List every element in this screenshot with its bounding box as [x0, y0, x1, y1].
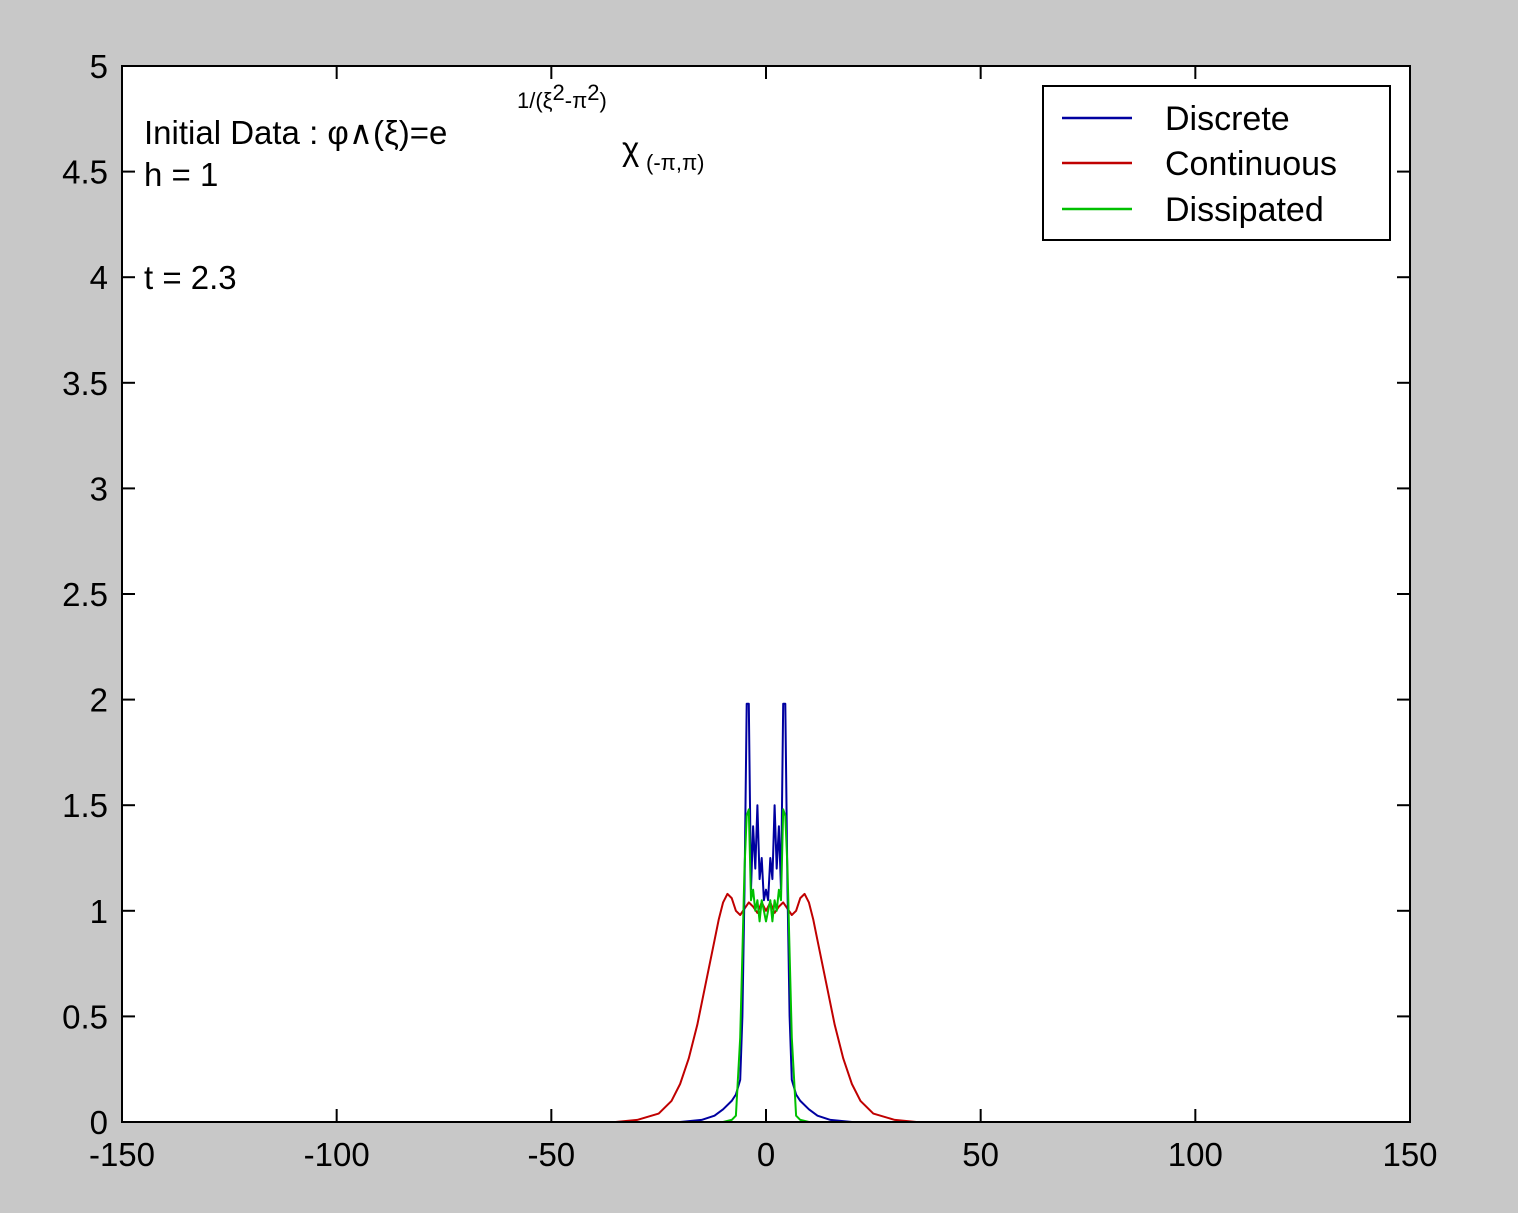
annotation-chi-sub: (-π,π) [646, 150, 704, 175]
annotation-phi: φ∧(ξ)=e [327, 114, 447, 151]
legend-label-dissipated: Dissipated [1165, 191, 1324, 229]
y-tick-label: 5 [90, 48, 108, 85]
axis-ticks: -150 -100 -50 0 50 100 150 0 0.5 1 1.5 2 2.5 3 3.5 4 4.5… [62, 48, 1437, 1173]
x-tick-label: 0 [757, 1136, 775, 1173]
y-tick-label: 0 [90, 1104, 108, 1141]
y-tick-label: 4.5 [62, 154, 108, 191]
y-tick-label: 2.5 [62, 576, 108, 613]
y-tick-label: 3.5 [62, 365, 108, 402]
x-tick-label: 50 [962, 1136, 999, 1173]
y-tick-label: 0.5 [62, 998, 108, 1035]
y-tick-label: 1 [90, 893, 108, 930]
series-layer [122, 702, 1410, 1123]
series-line-dissipated [122, 808, 1410, 1123]
annotation-exp-mid: -π [565, 88, 588, 113]
annotation-prefix: Initial Data : [144, 114, 327, 151]
svg-text:Initial Data : φ∧(ξ)=e: Initial Data : φ∧(ξ)=e [144, 114, 447, 151]
annotation-h: h = 1 [144, 156, 218, 193]
y-tick-label: 2 [90, 682, 108, 719]
annotation-chi: χ [622, 130, 639, 167]
x-tick-label: 100 [1168, 1136, 1223, 1173]
y-tick-label: 3 [90, 470, 108, 507]
annotation-exponent: 1/(ξ [517, 88, 553, 113]
annotation-exp-sq2: 2 [587, 80, 599, 105]
annotation-exp-end: ) [600, 88, 607, 113]
annotation-t: t = 2.3 [144, 259, 237, 296]
series-line-continuous [122, 892, 1410, 1123]
legend-label-continuous: Continuous [1165, 145, 1337, 183]
x-tick-label: -150 [89, 1136, 155, 1173]
annotation-initial-data: Initial Data : φ∧(ξ)=e 1/(ξ2-π2) χ (-π,π… [144, 80, 704, 175]
y-tick-label: 4 [90, 259, 108, 296]
legend: Discrete Continuous Dissipated [1042, 85, 1391, 241]
x-tick-label: 150 [1382, 1136, 1437, 1173]
x-tick-label: -50 [527, 1136, 575, 1173]
annotation-exp-sq1: 2 [553, 80, 565, 105]
x-tick-label: -100 [304, 1136, 370, 1173]
legend-label-discrete: Discrete [1165, 100, 1290, 138]
plot-area [122, 66, 1410, 1122]
y-tick-label: 1.5 [62, 787, 108, 824]
svg-text:1/(ξ2-π2): 1/(ξ2-π2) [517, 80, 607, 113]
